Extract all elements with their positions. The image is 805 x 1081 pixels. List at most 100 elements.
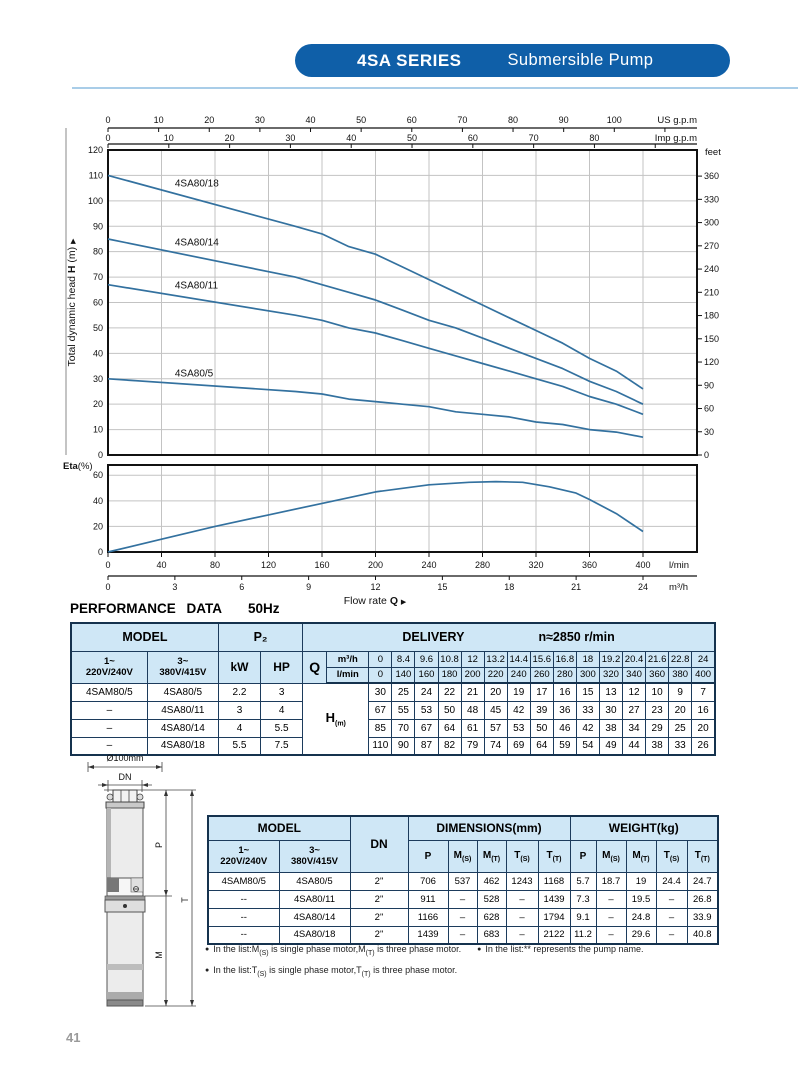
weight-cell: 33.9 [686,907,719,927]
dimension-cell: 1794 [537,907,571,927]
dimension-cell: 537 [447,871,478,891]
svg-text:270: 270 [704,241,719,251]
head-value-cell: 70 [391,718,416,738]
q-lmin-value: 320 [598,666,624,684]
q-m3h-value: 8.4 [391,650,416,668]
head-value-cell: 27 [622,700,647,720]
head-value-cell: 59 [552,736,577,756]
q-lmin-value: 160 [414,666,439,684]
dn-cell: 2" [349,871,409,891]
head-value-cell: 110 [368,736,393,756]
dn-header: DN [349,815,409,873]
weight-cell: 26.8 [686,889,719,909]
head-value-cell: 67 [368,700,393,720]
head-value-cell: 15 [575,682,600,702]
head-value-cell: 55 [391,700,416,720]
svg-text:70: 70 [93,272,103,282]
svg-text:50: 50 [407,133,417,143]
weight-cell: – [595,925,627,945]
svg-text:160: 160 [314,560,329,570]
model-header: MODEL [70,622,219,652]
sub-header: T(S) [655,839,688,873]
q-m3h-value: 9.6 [414,650,439,668]
weight-cell: – [655,889,688,909]
svg-text:30: 30 [255,115,265,125]
svg-text:20: 20 [93,399,103,409]
head-value-cell: 30 [598,700,624,720]
svg-text:9: 9 [306,582,311,592]
svg-text:50: 50 [93,323,103,333]
q-lmin-value: 200 [460,666,485,684]
head-value-cell: 64 [529,736,554,756]
svg-text:90: 90 [559,115,569,125]
head-value-cell: 87 [414,736,439,756]
head-value-cell: 53 [414,700,439,720]
head-value-cell: 61 [460,718,485,738]
head-value-cell: 69 [506,736,531,756]
hp-cell: 4 [260,700,304,720]
svg-text:0: 0 [98,547,103,557]
weight-header: WEIGHT(kg) [569,815,719,841]
head-value-cell: 9 [668,682,693,702]
svg-text:400: 400 [635,560,650,570]
dn-cell: 2" [349,907,409,927]
weight-cell: 5.7 [569,871,597,891]
bullet-icon: ● [205,946,210,953]
head-value-cell: 20 [668,700,693,720]
svg-text:180: 180 [704,311,719,321]
m3h-axis-label: m³/h [669,582,688,593]
sub-header: T(S) [505,839,539,873]
svg-text:10: 10 [164,133,174,143]
feet-axis-label: feet [705,147,721,158]
performance-table-grid: MODEL P₂ DELIVERY n≈2850 r/min 1~ 220V/240V 3~… [70,622,716,756]
head-unit-cell: H(m) [302,682,370,756]
weight-cell: 18.7 [595,871,627,891]
model-1ph-cell: 4SAM80/5 [70,682,148,702]
hp-cell: 3 [260,682,304,702]
svg-text:90: 90 [93,221,103,231]
pump-dn-label: DN [119,772,132,782]
head-value-cell: 67 [414,718,439,738]
dimension-cell: 1243 [505,871,539,891]
q-lmin-value: 220 [483,666,508,684]
head-value-cell: 38 [645,736,670,756]
model-1ph-cell: -- [207,907,280,927]
svg-text:70: 70 [529,133,539,143]
weight-cell: 24.7 [686,871,719,891]
svg-text:3: 3 [172,582,177,592]
single-phase-header: 1~ 220V/240V [207,839,280,873]
head-value-cell: 36 [552,700,577,720]
pump-dim-m-label: M [154,951,164,959]
curve-label: 4SA80/14 [175,238,219,249]
series-banner: 4SA SERIES Submersible Pump [295,44,730,77]
q-lmin-value: 240 [506,666,531,684]
q-m3h-value: 21.6 [645,650,670,668]
svg-text:330: 330 [704,194,719,204]
dimension-cell: 911 [407,889,449,909]
dimension-cell: – [447,889,478,909]
q-m3h-value: 20.4 [622,650,647,668]
eta-axis-label: Eta(%) [63,461,93,472]
q-m3h-value: 15.6 [529,650,554,668]
kw-header: kW [217,650,262,684]
q-lmin-value: 140 [391,666,416,684]
svg-text:200: 200 [368,560,383,570]
weight-cell: 19.5 [625,889,657,909]
head-value-cell: 24 [414,682,439,702]
head-value-cell: 42 [506,700,531,720]
q-m3h-value: 22.8 [668,650,693,668]
svg-text:20: 20 [93,521,103,531]
sub-header: M(T) [625,839,657,873]
head-value-cell: 34 [622,718,647,738]
head-curve [107,283,644,416]
svg-text:0: 0 [105,115,110,125]
svg-text:40: 40 [93,348,103,358]
footnotes: ● In the list:M(S) is single phase motor,… [205,941,659,983]
sub-header: P [407,839,449,873]
svg-text:90: 90 [704,380,714,390]
svg-text:24: 24 [638,582,648,592]
performance-data-heading: PERFORMANCE DATA 50Hz [70,601,280,616]
q-m3h-value: 12 [460,650,485,668]
footnote-item: ● In the list:M(S) is single phase motor,… [205,944,462,957]
